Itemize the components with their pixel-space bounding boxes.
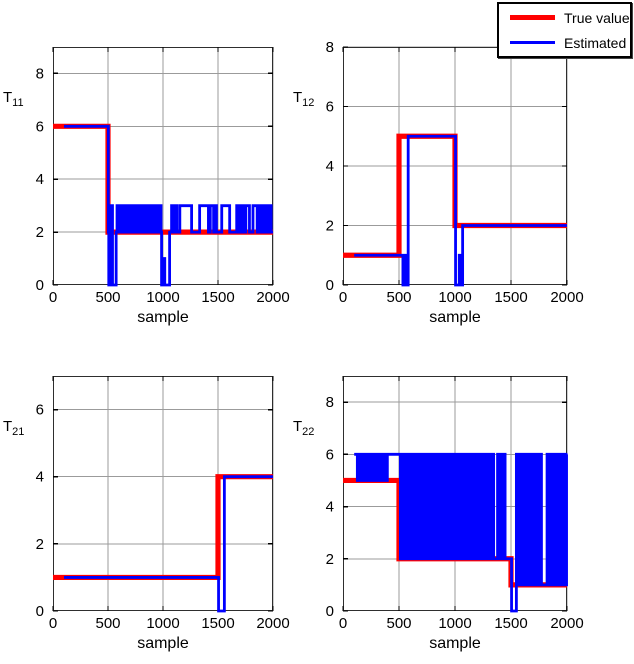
svg-text:500: 500 <box>386 615 411 632</box>
ylabel-t21-main: T <box>3 418 13 435</box>
y-tick-labels: 0 2 4 6 8 <box>326 39 334 294</box>
y-tick-labels: 0 2 4 6 8 <box>326 394 334 620</box>
svg-text:8: 8 <box>326 394 334 411</box>
estimated-line <box>64 124 273 287</box>
svg-text:1000: 1000 <box>146 289 179 306</box>
grid-lines <box>53 47 274 285</box>
svg-text:2: 2 <box>326 218 334 235</box>
estimated-line <box>354 134 567 287</box>
plot-t12: 0 500 1000 1500 2000 0 2 4 6 8 <box>326 39 584 306</box>
plot-t21: 0 500 1000 1500 2000 0 2 4 6 <box>36 375 290 632</box>
ylabel-t12-main: T <box>293 89 303 106</box>
plot-t22: 0 500 1000 1500 2000 0 2 4 6 8 <box>326 375 584 632</box>
svg-text:2: 2 <box>36 536 44 553</box>
true-value-line-sample <box>510 15 555 20</box>
legend-entry-true-value: True value <box>499 10 630 26</box>
ylabel-t11: T11 <box>3 89 24 109</box>
svg-text:2000: 2000 <box>256 289 289 306</box>
xlabel-t22: sample <box>429 635 481 652</box>
y-tick-labels: 0 2 4 6 8 <box>36 65 44 294</box>
svg-text:500: 500 <box>95 289 120 306</box>
plot-area-t11: 0 500 1000 1500 2000 0 2 4 6 8 <box>36 46 290 306</box>
svg-text:4: 4 <box>326 158 334 175</box>
legend-label-estimated: Estimated <box>564 34 627 51</box>
ylabel-t21-sub: 21 <box>12 426 25 438</box>
ylabel-t22: T22 <box>293 418 314 438</box>
y-tick-labels: 0 2 4 6 <box>36 402 44 620</box>
x-tick-labels: 0 500 1000 1500 2000 <box>339 615 584 632</box>
svg-text:4: 4 <box>326 499 334 516</box>
svg-text:4: 4 <box>36 171 44 188</box>
xlabel-t12: sample <box>429 309 481 326</box>
x-tick-labels: 0 500 1000 1500 2000 <box>49 289 290 306</box>
svg-text:6: 6 <box>36 118 44 135</box>
ylabel-t12-sub: 12 <box>302 97 315 109</box>
estimated-line <box>354 452 568 613</box>
legend-box: True value Estimated <box>497 2 632 58</box>
svg-text:6: 6 <box>326 446 334 463</box>
xlabel-t11: sample <box>137 309 189 326</box>
ylabel-t21: T21 <box>3 418 24 438</box>
svg-text:1500: 1500 <box>201 289 234 306</box>
ylabel-t22-main: T <box>293 418 303 435</box>
svg-text:0: 0 <box>326 603 334 620</box>
svg-text:0: 0 <box>339 289 347 306</box>
legend-label-true-value: True value <box>564 9 630 26</box>
svg-text:500: 500 <box>95 615 120 632</box>
svg-text:2000: 2000 <box>550 289 583 306</box>
svg-text:8: 8 <box>326 39 334 56</box>
svg-text:1000: 1000 <box>438 615 471 632</box>
svg-text:6: 6 <box>36 402 44 419</box>
svg-text:0: 0 <box>49 615 57 632</box>
svg-text:0: 0 <box>36 277 44 294</box>
plot-t11: 0 500 1000 1500 2000 0 2 4 6 8 <box>36 46 290 306</box>
ylabel-t12: T12 <box>293 89 314 109</box>
svg-text:0: 0 <box>36 603 44 620</box>
plot-area-t22: 0 500 1000 1500 2000 0 2 4 6 8 <box>326 375 584 632</box>
svg-text:2: 2 <box>326 551 334 568</box>
svg-text:4: 4 <box>36 469 44 486</box>
xlabel-t21: sample <box>137 635 189 652</box>
x-tick-labels: 0 500 1000 1500 2000 <box>49 615 290 632</box>
svg-text:1500: 1500 <box>494 615 527 632</box>
estimated-line <box>64 475 273 613</box>
plot-area-t21: 0 500 1000 1500 2000 0 2 4 6 <box>36 375 290 632</box>
svg-text:8: 8 <box>36 65 44 82</box>
svg-text:2: 2 <box>36 224 44 241</box>
svg-text:1000: 1000 <box>146 615 179 632</box>
ylabel-t22-sub: 22 <box>302 426 315 438</box>
estimated-line-sample <box>510 41 555 44</box>
plot-area-t12: 0 500 1000 1500 2000 0 2 4 6 8 <box>326 39 584 306</box>
svg-text:0: 0 <box>49 289 57 306</box>
ylabel-t11-main: T <box>3 89 13 106</box>
svg-text:1000: 1000 <box>438 289 471 306</box>
svg-text:0: 0 <box>326 277 334 294</box>
svg-text:2000: 2000 <box>256 615 289 632</box>
ylabel-t11-sub: 11 <box>12 97 24 109</box>
svg-text:1500: 1500 <box>201 615 234 632</box>
svg-text:0: 0 <box>339 615 347 632</box>
svg-text:2000: 2000 <box>550 615 583 632</box>
legend-entry-estimated: Estimated <box>499 35 630 51</box>
svg-text:1500: 1500 <box>494 289 527 306</box>
svg-text:500: 500 <box>386 289 411 306</box>
svg-text:6: 6 <box>326 99 334 116</box>
x-tick-labels: 0 500 1000 1500 2000 <box>339 289 584 306</box>
